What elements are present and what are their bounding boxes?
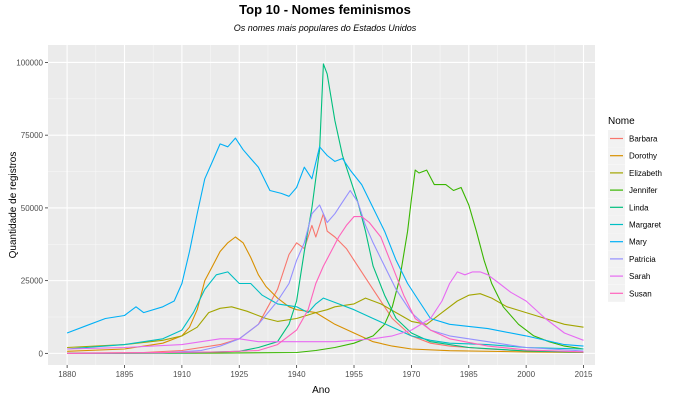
x-tick-label: 1880	[58, 370, 76, 379]
series-line-elizabeth	[67, 293, 584, 349]
x-tick-label: 1970	[402, 370, 420, 379]
series-line-dorothy	[67, 236, 584, 354]
legend-label-jennifer: Jennifer	[629, 186, 658, 195]
series-lines	[66, 63, 584, 354]
legend-label-elizabeth: Elizabeth	[629, 169, 662, 178]
x-tick-label: 1985	[460, 370, 478, 379]
x-tick-label: 1910	[173, 370, 191, 379]
series-line-susan	[67, 216, 584, 354]
legend-label-margaret: Margaret	[629, 221, 662, 230]
series-line-mary	[66, 137, 584, 347]
grid-minor	[48, 45, 595, 365]
y-axis-ticks: 0 25000 50000 75000 100000	[16, 58, 48, 358]
legend-label-barbara: Barbara	[629, 135, 658, 144]
legend-label-susan: Susan	[629, 289, 652, 298]
y-axis-label: Quantidade de registros	[8, 152, 19, 259]
legend-label-patricia: Patricia	[629, 255, 656, 264]
legend-label-sarah: Sarah	[629, 272, 650, 281]
chart-subtitle: Os nomes mais populares do Estados Unido…	[234, 23, 417, 33]
legend-label-linda: Linda	[629, 203, 649, 212]
y-tick-label: 75000	[21, 131, 44, 140]
x-tick-label: 1925	[230, 370, 248, 379]
y-tick-label: 100000	[16, 58, 43, 67]
x-tick-label: 2015	[575, 370, 593, 379]
x-axis-label: Ano	[312, 385, 330, 396]
x-tick-label: 1895	[116, 370, 134, 379]
y-tick-label: 0	[39, 349, 44, 358]
series-line-jennifer	[67, 169, 584, 354]
chart-title: Top 10 - Nomes feminismos	[239, 2, 411, 17]
x-tick-label: 2000	[517, 370, 535, 379]
y-tick-label: 50000	[21, 204, 44, 213]
legend: Nome Barbara Dorothy Elizabeth Jennifer Lind…	[608, 116, 662, 302]
x-tick-label: 1940	[288, 370, 306, 379]
series-line-sarah	[67, 271, 584, 350]
series-line-margaret	[67, 271, 584, 350]
legend-label-mary: Mary	[629, 238, 647, 247]
series-line-patricia	[67, 189, 584, 354]
x-tick-label: 1955	[345, 370, 363, 379]
x-axis-ticks: 1880 1895 1910 1925 1940 1955 1970 1985 2000 2015	[58, 365, 593, 379]
y-tick-label: 25000	[21, 277, 44, 286]
legend-label-dorothy: Dorothy	[629, 152, 657, 161]
legend-title: Nome	[608, 116, 635, 127]
